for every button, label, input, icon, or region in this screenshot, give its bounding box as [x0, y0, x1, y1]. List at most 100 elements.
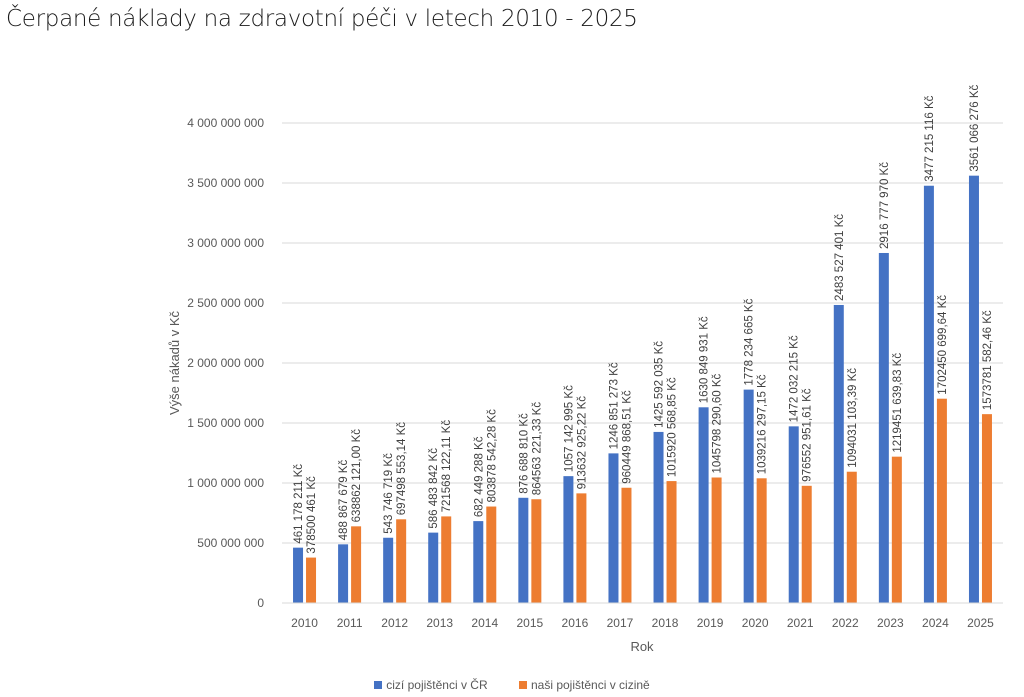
data-label: 378500 461 Kč — [306, 476, 318, 554]
bar-our-insured-abroad-2010 — [306, 557, 317, 603]
bar-foreign-insured-2012 — [383, 537, 394, 603]
bars — [293, 175, 992, 604]
bar-foreign-insured-2018 — [653, 431, 664, 603]
y-tick-label: 3 500 000 000 — [187, 176, 264, 190]
data-label: 1472 032 215 Kč — [789, 335, 801, 422]
legend-item-our-insured-abroad: naši pojištěnci v cizině — [518, 678, 650, 692]
data-label: 461 178 211 Kč — [293, 464, 305, 544]
data-label: 1219451 639,83 Kč — [892, 353, 904, 453]
data-label: 2916 777 970 Kč — [879, 162, 891, 249]
x-tick-label: 2021 — [787, 616, 814, 630]
x-tick-label: 2013 — [426, 616, 453, 630]
x-tick-label: 2025 — [967, 616, 994, 630]
x-axis-ticks: 2010 2011 2012 2013 2014 2015 2016 2017 2018 2019… — [291, 616, 994, 630]
data-label: 488 867 679 Kč — [338, 460, 350, 541]
bar-foreign-insured-2016 — [563, 476, 574, 603]
legend-swatch-blue — [374, 681, 383, 689]
bar-foreign-insured-2024 — [923, 185, 934, 603]
bar-foreign-insured-2011 — [338, 544, 349, 603]
y-tick-label: 2 500 000 000 — [187, 296, 264, 310]
bar-foreign-insured-2017 — [608, 453, 619, 603]
bar-our-insured-abroad-2015 — [531, 499, 542, 603]
bar-foreign-insured-2013 — [428, 532, 439, 603]
bar-our-insured-abroad-2014 — [486, 506, 497, 603]
page-title: Čerpané náklady na zdravotní péči v lete… — [6, 6, 638, 32]
x-tick-label: 2015 — [516, 616, 543, 630]
data-label: 721568 122,11 Kč — [441, 420, 453, 513]
bar-our-insured-abroad-2019 — [711, 477, 722, 603]
legend-label: naši pojištěnci v cizině — [530, 678, 650, 692]
bar-our-insured-abroad-2021 — [801, 485, 812, 603]
bar-foreign-insured-2022 — [833, 304, 844, 603]
data-label: 960449 868,51 Kč — [621, 390, 633, 484]
x-tick-label: 2016 — [562, 616, 589, 630]
data-label: 1630 849 931 Kč — [699, 316, 711, 403]
data-label: 1057 142 995 Kč — [563, 385, 575, 472]
x-tick-label: 2023 — [877, 616, 904, 630]
data-label: 638862 121,00 Kč — [351, 429, 363, 523]
x-tick-label: 2022 — [832, 616, 859, 630]
x-tick-label: 2014 — [471, 616, 498, 630]
y-tick-label: 1 500 000 000 — [187, 416, 264, 430]
bar-our-insured-abroad-2012 — [396, 519, 407, 603]
y-tick-label: 4 000 000 000 — [187, 116, 264, 130]
bar-our-insured-abroad-2018 — [666, 481, 677, 603]
x-tick-label: 2010 — [291, 616, 318, 630]
data-label: 1573781 582,46 Kč — [982, 310, 994, 410]
bar-our-insured-abroad-2023 — [891, 456, 902, 603]
data-label: 1425 592 035 Kč — [654, 341, 666, 428]
legend-item-foreign-insured: cizí pojištěnci v ČR — [374, 678, 488, 692]
data-label: 913632 925,22 Kč — [576, 396, 588, 490]
legend-swatch-orange — [518, 681, 527, 689]
data-label: 1094031 103,39 Kč — [847, 368, 859, 468]
bar-foreign-insured-2010 — [293, 547, 304, 603]
bar-foreign-insured-2014 — [473, 521, 484, 603]
data-label: 976552 951,61 Kč — [802, 388, 814, 482]
data-label: 1246 851 273 Kč — [608, 362, 620, 449]
y-axis-title: Výše nákadů v Kč — [167, 310, 182, 415]
data-label: 682 449 288 Kč — [473, 436, 485, 517]
bar-foreign-insured-2019 — [698, 407, 709, 603]
y-tick-label: 500 000 000 — [197, 536, 264, 550]
bar-our-insured-abroad-2022 — [846, 471, 857, 603]
y-tick-label: 3 000 000 000 — [187, 236, 264, 250]
data-label: 876 688 810 Kč — [518, 413, 530, 494]
legend-label: cizí pojištěnci v ČR — [386, 678, 488, 692]
bar-our-insured-abroad-2011 — [351, 526, 362, 603]
data-label: 1702450 699,64 Kč — [937, 295, 949, 395]
y-tick-label: 2 000 000 000 — [187, 356, 264, 370]
bar-foreign-insured-2025 — [968, 175, 979, 603]
data-label: 3477 215 116 Kč — [924, 95, 936, 181]
x-tick-label: 2019 — [697, 616, 724, 630]
y-tick-label: 0 — [257, 596, 264, 610]
data-label: 864563 221,33 Kč — [531, 402, 543, 496]
y-axis-ticks: 0 500 000 000 1 000 000 000 1 500 000 000 2 … — [187, 116, 264, 610]
data-label: 1039216 297,15 Kč — [757, 374, 769, 474]
bar-our-insured-abroad-2017 — [621, 487, 632, 603]
bar-our-insured-abroad-2025 — [981, 414, 992, 603]
data-label: 1778 234 665 Kč — [744, 298, 756, 385]
data-label: 1015920 568,85 Kč — [667, 377, 679, 477]
data-label: 2483 527 401 Kč — [834, 214, 846, 301]
bar-our-insured-abroad-2016 — [576, 493, 587, 603]
legend: cizí pojištěnci v ČR naši pojištěnci v c… — [0, 678, 1024, 692]
data-label: 697498 553,14 Kč — [396, 422, 408, 516]
y-tick-label: 1 000 000 000 — [187, 476, 264, 490]
data-label: 803878 542,28 Kč — [486, 409, 498, 503]
data-label: 543 746 719 Kč — [383, 453, 395, 534]
data-label: 3561 066 276 Kč — [969, 84, 981, 171]
x-tick-label: 2020 — [742, 616, 769, 630]
x-tick-label: 2024 — [922, 616, 949, 630]
bar-our-insured-abroad-2020 — [756, 478, 767, 603]
bar-foreign-insured-2021 — [788, 426, 799, 603]
bar-foreign-insured-2015 — [518, 497, 529, 603]
bar-our-insured-abroad-2013 — [441, 516, 452, 603]
bar-our-insured-abroad-2024 — [936, 398, 947, 603]
x-tick-label: 2018 — [652, 616, 679, 630]
x-axis-title: Rok — [630, 639, 654, 654]
bar-foreign-insured-2020 — [743, 389, 754, 603]
x-tick-label: 2012 — [381, 616, 408, 630]
x-tick-label: 2011 — [337, 616, 363, 630]
x-tick-label: 2017 — [607, 616, 634, 630]
data-labels: 461 178 211 Kč 378500 461 Kč 488 867 679 K… — [293, 84, 994, 553]
